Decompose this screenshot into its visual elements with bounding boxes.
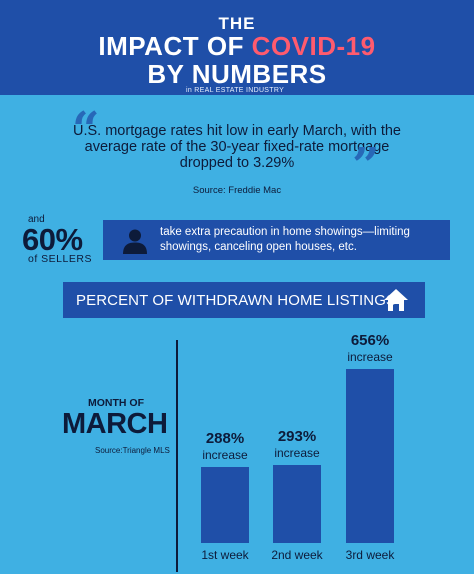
header-title: IMPACT OF COVID-19 — [0, 32, 474, 60]
listings-title: PERCENT OF WITHDRAWN HOME LISTINGS — [76, 292, 397, 309]
bar-increase-label: increase — [274, 446, 320, 460]
bar-value-label: 293% — [277, 428, 317, 445]
home-icon — [384, 289, 408, 311]
stat-and: and — [28, 214, 45, 225]
person-icon — [123, 229, 147, 254]
bar-3 — [346, 369, 394, 543]
sellers-label: of SELLERS — [28, 253, 92, 265]
header-by-numbers: BY NUMBERS — [147, 59, 327, 89]
month-of-label: MONTH OF — [88, 397, 144, 409]
sellers-info-box — [103, 220, 450, 260]
quote-source: Source: Freddie Mac — [192, 185, 282, 196]
sellers-percent: 60% — [22, 222, 83, 257]
header-the: THE — [218, 14, 256, 33]
month-name: MARCH — [62, 408, 168, 440]
bar-2 — [273, 465, 321, 543]
header-title-highlight: COVID-19 — [251, 31, 376, 61]
mortgage-quote: U.S. mortgage rates hit low in early Mar… — [73, 123, 401, 171]
bar-increase-label: increase — [347, 350, 393, 364]
sellers-precaution-text: take extra precaution in home showings—l… — [160, 226, 410, 253]
close-quote-icon: ” — [352, 138, 380, 194]
open-quote-icon: “ — [72, 102, 100, 158]
header-subtitle: in REAL ESTATE INDUSTRY — [186, 87, 285, 94]
chart-divider-line — [176, 340, 178, 572]
bar-category-label: 1st week — [201, 548, 249, 562]
bar-category-label: 3rd week — [345, 548, 395, 562]
bar-value-label: 288% — [205, 430, 245, 447]
bar-increase-label: increase — [202, 448, 248, 462]
header-title-prefix: IMPACT OF — [98, 31, 252, 61]
bar-1 — [201, 467, 249, 543]
listings-source: Source:Triangle MLS — [95, 446, 170, 455]
header-banner: THE IMPACT OF COVID-19 BY NUMBERS in REA… — [0, 0, 474, 95]
listings-title-box — [63, 282, 425, 318]
bar-value-label: 656% — [350, 332, 390, 349]
bar-category-label: 2nd week — [271, 548, 323, 562]
